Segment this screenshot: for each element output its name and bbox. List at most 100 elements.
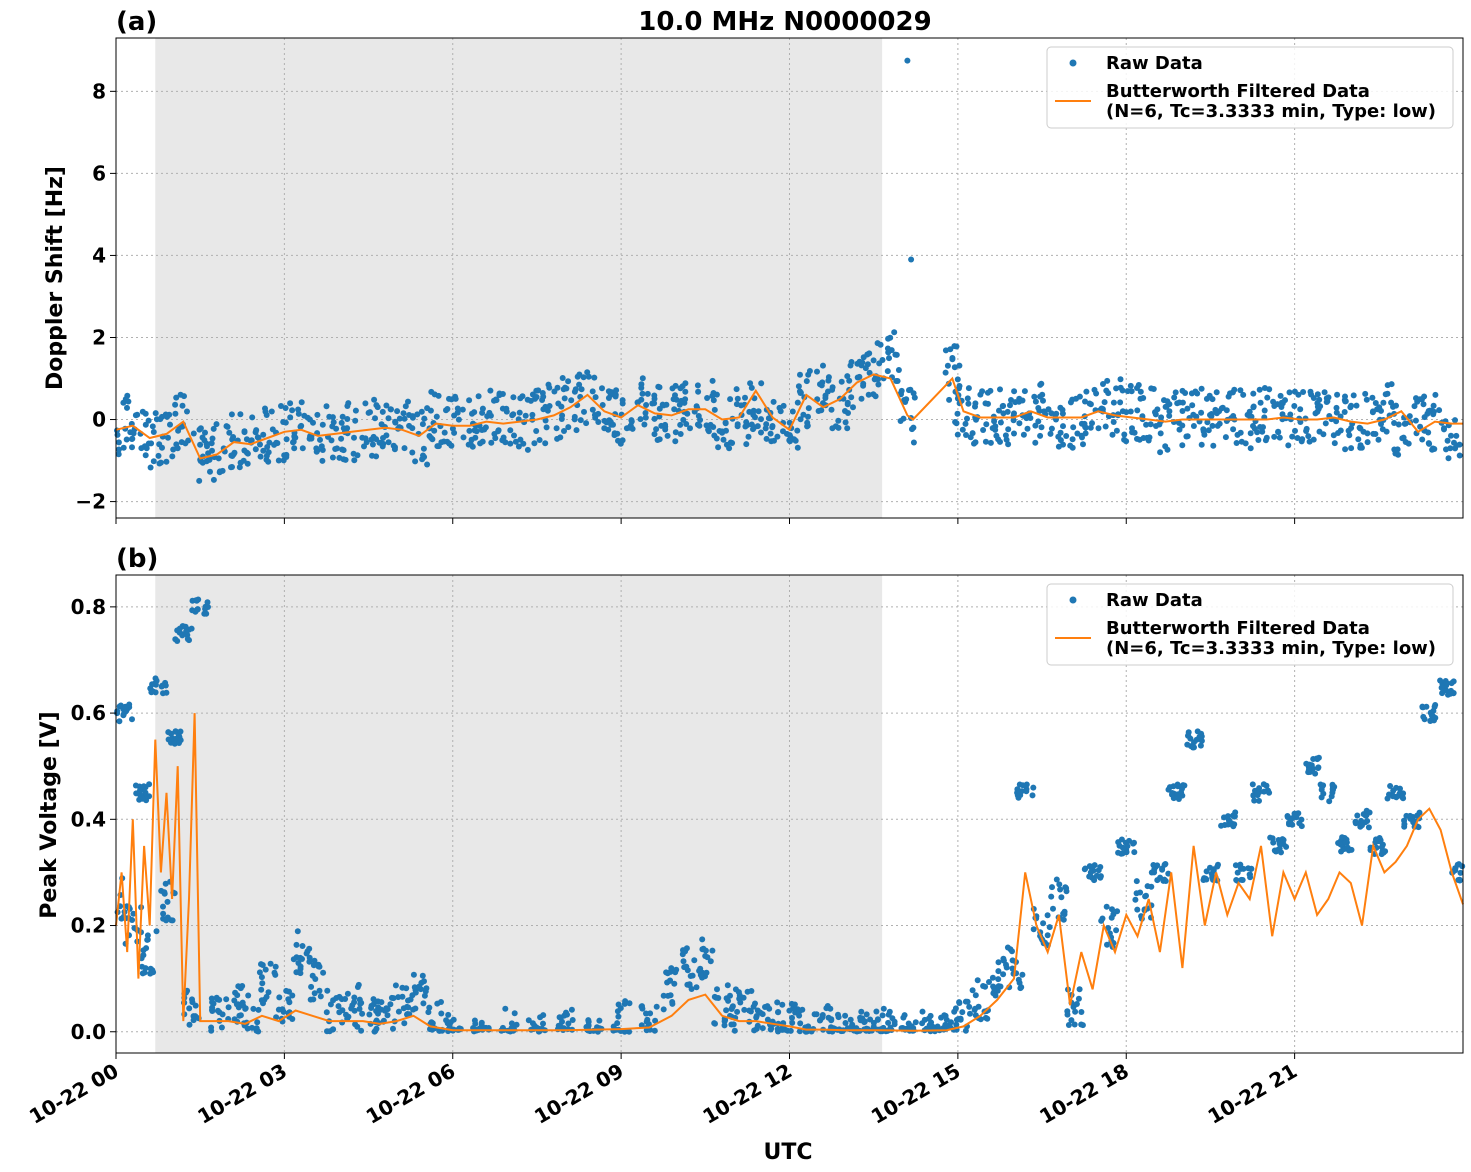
raw-data-point [163, 689, 170, 696]
raw-data-point [1305, 433, 1312, 440]
raw-data-point [956, 385, 962, 392]
raw-data-point [370, 433, 377, 440]
raw-data-point [311, 990, 318, 997]
raw-data-point [509, 412, 516, 419]
raw-data-point [1078, 1009, 1085, 1015]
y-tick-label: 8 [92, 79, 106, 103]
raw-data-point [908, 256, 915, 263]
raw-data-point [373, 1025, 380, 1032]
raw-data-point [1376, 404, 1383, 411]
raw-data-point [410, 971, 417, 978]
raw-data-point [863, 1011, 870, 1018]
raw-data-point [1032, 422, 1039, 429]
raw-data-point [1231, 386, 1238, 393]
raw-data-point [754, 423, 761, 430]
raw-data-point [763, 421, 770, 428]
raw-data-point [434, 1000, 441, 1007]
raw-data-point [338, 419, 345, 426]
raw-data-point [721, 1022, 728, 1029]
raw-data-point [1448, 432, 1454, 439]
raw-data-point [1333, 409, 1340, 416]
raw-data-point [324, 987, 331, 994]
raw-data-point [383, 402, 390, 409]
raw-data-point [446, 440, 453, 447]
raw-data-point [786, 432, 793, 439]
raw-data-point [639, 1005, 646, 1012]
raw-data-point [152, 681, 159, 688]
raw-data-point [964, 998, 971, 1005]
raw-data-point [1306, 761, 1313, 768]
raw-data-point [533, 394, 540, 400]
raw-data-point [1430, 411, 1437, 418]
raw-data-point [951, 364, 958, 371]
raw-data-point [1105, 925, 1112, 931]
raw-data-point [1019, 971, 1026, 978]
raw-data-point [1018, 984, 1025, 991]
raw-data-point [444, 406, 451, 412]
raw-data-point [957, 1016, 964, 1023]
raw-data-point [419, 421, 426, 428]
x-tick-label: 10-22 03 [193, 1059, 291, 1129]
raw-data-point [1011, 388, 1018, 395]
raw-data-point [1362, 390, 1369, 397]
raw-data-point [466, 397, 473, 404]
raw-data-point [1436, 407, 1443, 414]
raw-data-point [1150, 862, 1157, 868]
raw-data-point [249, 1024, 255, 1031]
raw-data-point [893, 351, 900, 358]
raw-data-point [258, 961, 264, 968]
raw-data-point [1453, 442, 1460, 449]
raw-data-point [711, 406, 718, 413]
raw-data-point [1095, 867, 1102, 874]
raw-data-point [184, 636, 191, 642]
raw-data-point [1110, 399, 1117, 406]
raw-data-point [522, 412, 529, 419]
raw-data-point [599, 402, 606, 408]
raw-data-point [1263, 782, 1270, 789]
raw-data-point [168, 730, 175, 737]
raw-data-point [1040, 920, 1047, 927]
raw-data-point [972, 1005, 979, 1012]
raw-data-point [944, 362, 951, 369]
raw-data-point [343, 1011, 349, 1018]
raw-data-point [172, 401, 179, 408]
raw-data-point [255, 1006, 262, 1013]
raw-data-point [1053, 876, 1060, 883]
raw-data-point [691, 957, 698, 964]
raw-data-point [1334, 391, 1341, 398]
raw-data-point [964, 415, 970, 422]
raw-data-point [1198, 385, 1205, 392]
raw-data-point [172, 636, 179, 643]
raw-data-point [304, 948, 311, 955]
raw-data-point [213, 421, 220, 428]
raw-data-point [617, 1005, 624, 1012]
raw-data-point [223, 996, 230, 1003]
raw-data-point [1143, 421, 1150, 428]
raw-data-point [362, 400, 369, 407]
raw-data-point [1134, 906, 1141, 913]
raw-data-point [139, 408, 146, 415]
raw-data-point [1230, 823, 1237, 830]
raw-data-point [991, 418, 998, 425]
raw-data-point [1019, 397, 1026, 404]
raw-data-point [805, 405, 812, 412]
raw-data-point [901, 1012, 908, 1019]
raw-data-point [1441, 426, 1447, 433]
panel-a-legend-raw-label: Raw Data [1106, 53, 1203, 74]
panel-a: −2 0 2 4 6 8 (a) 10.0 MHz N0000029 Doppler Sh… [43, 7, 1464, 524]
raw-data-point [1071, 1021, 1078, 1028]
raw-data-point [1331, 440, 1338, 447]
raw-data-point [156, 460, 163, 467]
raw-data-point [208, 440, 215, 447]
raw-data-point [610, 1023, 617, 1030]
raw-data-point [1308, 391, 1315, 398]
raw-data-point [298, 399, 305, 406]
raw-data-point [919, 1008, 926, 1015]
raw-data-point [974, 977, 981, 984]
raw-data-point [903, 396, 910, 403]
raw-data-point [1314, 391, 1321, 398]
raw-data-point [1064, 1011, 1071, 1018]
raw-data-point [392, 982, 399, 989]
raw-data-point [1430, 402, 1437, 409]
raw-data-point [197, 441, 204, 448]
